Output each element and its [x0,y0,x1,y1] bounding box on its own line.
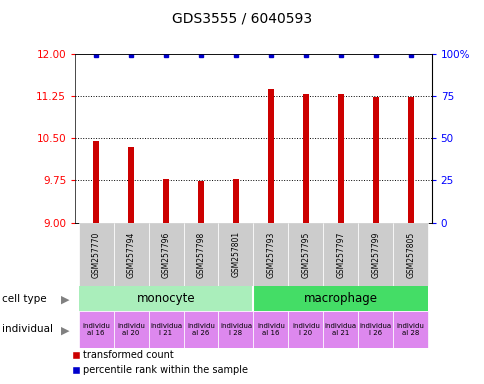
Bar [93,141,99,223]
Bar [302,94,308,223]
Text: individu
al 16: individu al 16 [82,323,110,336]
Text: individual: individual [2,324,53,334]
Text: GDS3555 / 6040593: GDS3555 / 6040593 [172,12,312,25]
Bar [183,223,218,286]
Bar [393,223,427,286]
Bar [372,97,378,223]
Bar [253,223,288,286]
Text: monocyte: monocyte [136,292,195,305]
Bar [288,311,323,348]
Text: cell type: cell type [2,293,47,304]
Text: GSM257793: GSM257793 [266,231,275,278]
Bar [407,97,413,223]
Text: individua
l 21: individua l 21 [150,323,182,336]
Bar [358,311,393,348]
Bar [197,181,204,223]
Text: macrophage: macrophage [303,292,377,305]
Bar [113,311,148,348]
Bar [232,179,239,223]
Text: GSM257799: GSM257799 [370,231,379,278]
Text: individu
al 20: individu al 20 [117,323,145,336]
Text: individu
l 20: individu l 20 [291,323,319,336]
Bar [253,286,427,311]
Bar [148,311,183,348]
Text: individua
l 26: individua l 26 [359,323,391,336]
Bar [163,179,169,223]
Bar [288,223,323,286]
Text: GSM257794: GSM257794 [126,231,136,278]
Text: GSM257801: GSM257801 [231,231,240,278]
Text: ▶: ▶ [61,295,70,305]
Bar [337,94,343,223]
Text: individu
al 16: individu al 16 [257,323,284,336]
Text: individua
l 28: individua l 28 [219,323,252,336]
Bar [323,311,358,348]
Bar [128,147,134,223]
Text: GSM257770: GSM257770 [91,231,101,278]
Bar [148,223,183,286]
Bar [323,223,358,286]
Text: individu
al 28: individu al 28 [396,323,424,336]
Bar [78,286,253,311]
Text: GSM257795: GSM257795 [301,231,310,278]
Text: individu
al 26: individu al 26 [187,323,214,336]
Text: individua
al 21: individua al 21 [324,323,356,336]
Bar [78,311,113,348]
Bar [253,311,288,348]
Bar [183,311,218,348]
Bar [358,223,393,286]
Bar [218,311,253,348]
Bar [267,89,273,223]
Bar [113,223,148,286]
Bar [393,311,427,348]
Legend: transformed count, percentile rank within the sample: transformed count, percentile rank withi… [68,346,252,379]
Text: GSM257796: GSM257796 [161,231,170,278]
Text: GSM257805: GSM257805 [405,231,414,278]
Bar [78,223,113,286]
Text: ▶: ▶ [61,326,70,336]
Text: GSM257797: GSM257797 [335,231,345,278]
Bar [218,223,253,286]
Text: GSM257798: GSM257798 [196,231,205,278]
